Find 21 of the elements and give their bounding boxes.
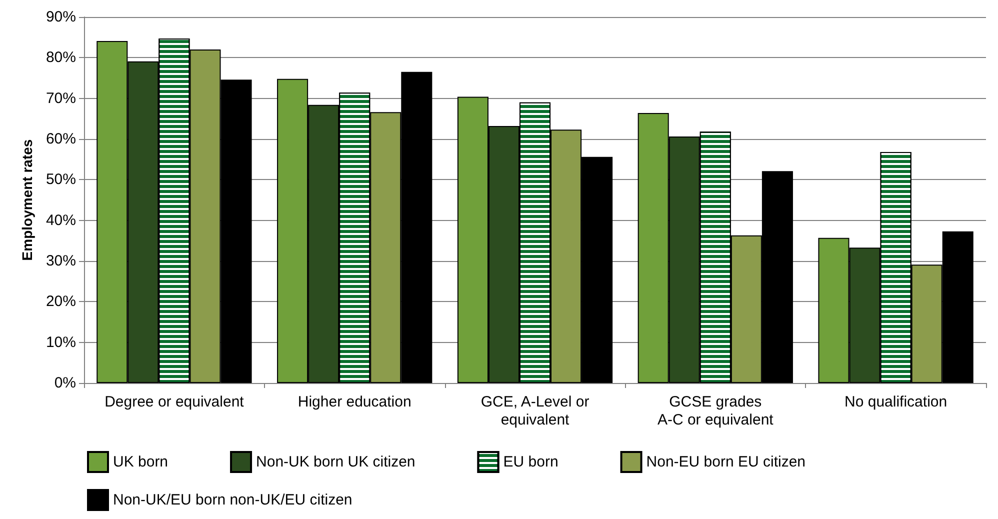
legend-label: Non-EU born EU citizen bbox=[646, 454, 806, 470]
y-tick-label: 50% bbox=[46, 171, 76, 188]
y-axis-title: Employment rates bbox=[19, 139, 35, 261]
y-tick-label: 40% bbox=[46, 212, 76, 229]
x-tick-label: Degree or equivalent bbox=[104, 394, 245, 410]
y-tick-label: 20% bbox=[46, 293, 76, 310]
y-tick-label: 60% bbox=[46, 130, 76, 148]
y-tick-label: 0% bbox=[54, 374, 76, 392]
y-tick-label: 90% bbox=[46, 8, 76, 26]
y-tick-label: 80% bbox=[46, 49, 76, 66]
y-tick-label: 10% bbox=[46, 334, 76, 351]
x-tick-label: No qualification bbox=[844, 394, 948, 410]
x-tick-label: Higher education bbox=[298, 394, 412, 410]
x-tick-label: GCE, A-Level or equivalent bbox=[480, 394, 590, 428]
legend-label: Non-UK/EU born non-UK/EU citizen bbox=[113, 492, 352, 508]
legend-label: Non-UK born UK citizen bbox=[256, 454, 416, 470]
y-tick-label: 70% bbox=[46, 90, 76, 107]
legend-label: EU born bbox=[503, 454, 558, 470]
legend-label: UK born bbox=[113, 454, 168, 470]
y-tick-label: 30% bbox=[46, 252, 76, 270]
x-tick-label: GCSE grades A-C or equivalent bbox=[657, 394, 774, 428]
